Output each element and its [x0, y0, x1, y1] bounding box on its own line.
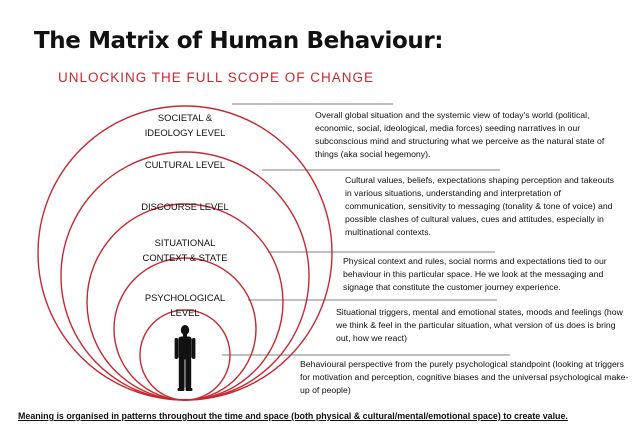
circle-cultural [60, 151, 310, 401]
human-figure-icon [174, 325, 196, 391]
level-description-cultural: Cultural values, beliefs, expectations s… [345, 175, 614, 237]
level-label-situational: SITUATIONAL CONTEXT & STATE [142, 237, 228, 263]
level-label-psychological: PSYCHOLOGICAL LEVEL [144, 292, 226, 318]
level-description-societal: Overall global situation and the systemi… [315, 110, 605, 159]
diagram-title: The Matrix of Human Behaviour: [34, 28, 444, 54]
level-description-psychological: Behavioural perspective from the purely … [300, 359, 629, 395]
footer-note: Meaning is organised in patterns through… [18, 411, 568, 421]
level-description-situational: Situational triggers, mental and emotion… [336, 307, 623, 343]
level-description-discourse: Physical context and rules, social norms… [343, 256, 607, 292]
level-label-discourse: DISCOURSE LEVEL [141, 201, 229, 212]
diagram-subtitle: UNLOCKING THE FULL SCOPE OF CHANGE [58, 70, 375, 85]
level-label-societal: SOCIETAL & IDEOLOGY LEVEL [144, 112, 226, 138]
level-label-cultural: CULTURAL LEVEL [144, 159, 226, 170]
